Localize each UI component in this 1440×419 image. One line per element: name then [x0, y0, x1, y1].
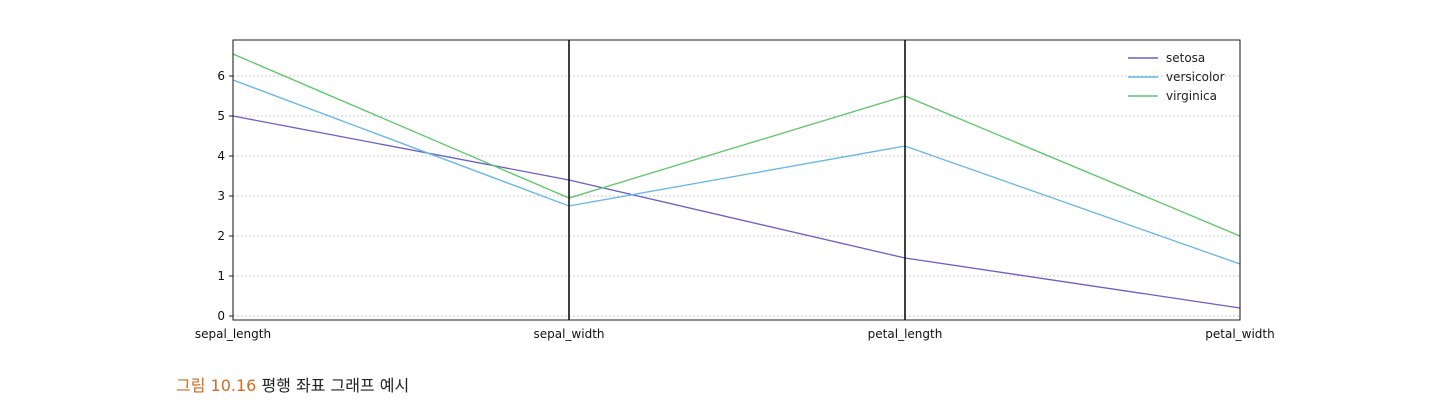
- figure-caption: 그림 10.16 평행 좌표 그래프 예시: [176, 372, 409, 396]
- y-tick-label: 3: [217, 189, 225, 203]
- figure-number: 그림 10.16: [176, 376, 257, 395]
- y-tick-label: 0: [217, 309, 225, 323]
- plot-frame: [232, 39, 1241, 321]
- x-axis-label-sepal-width: sepal_width: [533, 327, 604, 341]
- series-line-versicolor: [232, 79, 1241, 265]
- legend-label-virginica: virginica: [1166, 89, 1217, 103]
- x-axis-label-petal-length: petal_length: [868, 327, 943, 341]
- series-line-virginica: [232, 53, 1241, 237]
- legend-label-versicolor: versicolor: [1166, 70, 1225, 84]
- series-line-setosa: [232, 115, 1241, 309]
- y-tick-label: 2: [217, 229, 225, 243]
- x-axis-label-petal-width: petal_width: [1205, 327, 1274, 341]
- x-axis-label-sepal-length: sepal_length: [195, 327, 271, 341]
- y-tick-label: 5: [217, 109, 225, 123]
- y-tick-label: 1: [217, 269, 225, 283]
- y-tick-label: 6: [217, 69, 225, 83]
- caption-text: 평행 좌표 그래프 예시: [261, 376, 410, 395]
- legend-label-setosa: setosa: [1166, 51, 1205, 65]
- y-tick-label: 4: [217, 149, 225, 163]
